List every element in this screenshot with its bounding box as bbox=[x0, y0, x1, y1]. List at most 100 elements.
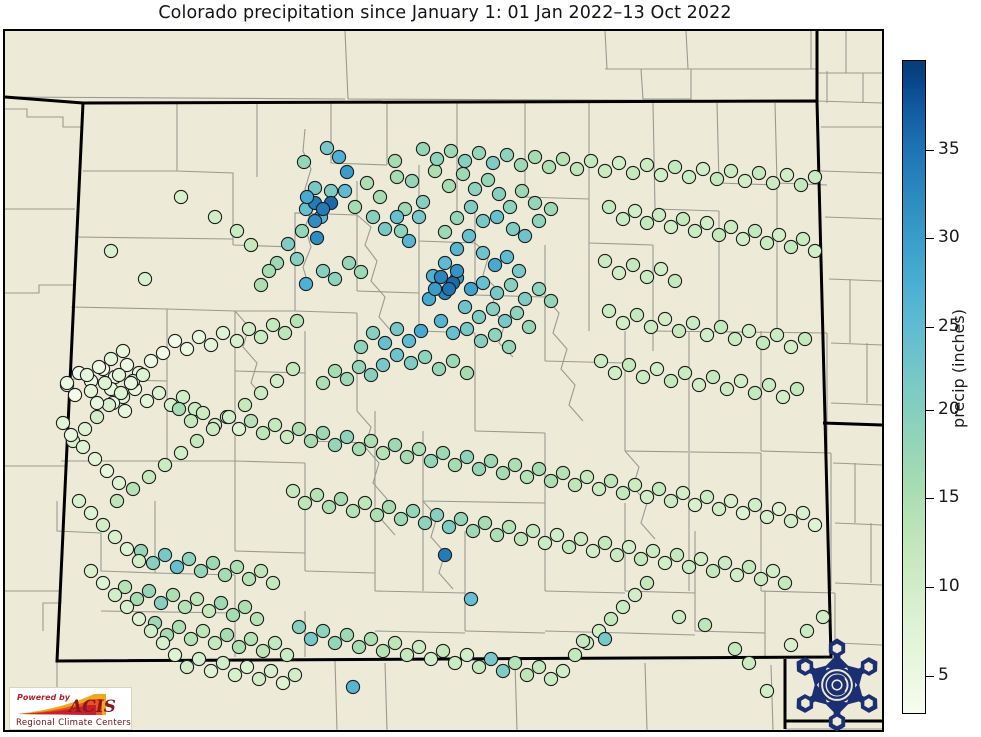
precip-marker bbox=[203, 663, 219, 679]
colorbar-tick-label: 20 bbox=[938, 399, 960, 419]
precip-marker bbox=[241, 321, 257, 337]
precip-marker bbox=[519, 667, 535, 683]
precip-marker bbox=[179, 341, 195, 357]
precip-marker bbox=[483, 651, 499, 667]
precip-marker bbox=[296, 154, 312, 170]
precip-marker bbox=[759, 235, 775, 251]
precip-marker bbox=[477, 515, 493, 531]
precip-marker bbox=[195, 623, 211, 639]
state-borders bbox=[5, 31, 882, 729]
precip-marker bbox=[639, 215, 655, 231]
precip-marker bbox=[639, 489, 655, 505]
precip-marker bbox=[531, 461, 547, 477]
precip-marker bbox=[171, 619, 187, 635]
precip-marker bbox=[429, 507, 445, 523]
precip-marker bbox=[615, 485, 631, 501]
precip-marker bbox=[265, 575, 281, 591]
precip-marker bbox=[467, 181, 483, 197]
precip-marker bbox=[263, 663, 279, 679]
precip-marker bbox=[389, 209, 405, 225]
precip-marker bbox=[227, 667, 243, 683]
precip-marker bbox=[685, 315, 701, 331]
precip-marker bbox=[229, 333, 245, 349]
precip-marker bbox=[663, 373, 679, 389]
precip-marker bbox=[253, 385, 269, 401]
precip-marker bbox=[213, 595, 229, 611]
precip-marker bbox=[697, 617, 713, 633]
precip-marker bbox=[55, 415, 71, 431]
precip-marker bbox=[243, 631, 259, 647]
snowflake-arm bbox=[839, 681, 878, 713]
precip-marker bbox=[427, 163, 443, 179]
precip-marker bbox=[285, 361, 301, 377]
precip-marker bbox=[463, 591, 479, 607]
precip-marker bbox=[377, 335, 393, 351]
precip-marker bbox=[463, 199, 479, 215]
colorbar[interactable]: 35 30 25 20 15 10 5 bbox=[902, 60, 960, 714]
precip-marker bbox=[375, 357, 391, 373]
precip-marker bbox=[445, 325, 461, 341]
precip-marker bbox=[255, 425, 271, 441]
precip-marker bbox=[427, 281, 443, 297]
precip-marker bbox=[189, 591, 205, 607]
precip-marker bbox=[457, 299, 473, 315]
acis-logo[interactable]: Powered by ACIS Regional Climate Centers bbox=[9, 687, 132, 730]
precip-marker bbox=[480, 172, 496, 188]
precip-marker bbox=[353, 264, 369, 280]
precip-marker bbox=[291, 619, 307, 635]
precip-marker bbox=[143, 623, 159, 639]
precip-marker bbox=[625, 257, 641, 273]
precip-marker bbox=[459, 449, 475, 465]
precip-marker bbox=[591, 481, 607, 497]
precip-marker bbox=[435, 643, 451, 659]
figure-title: Colorado precipitation since January 1: … bbox=[158, 3, 732, 23]
precip-marker bbox=[719, 381, 735, 397]
precip-marker bbox=[441, 178, 457, 194]
precip-marker bbox=[447, 457, 463, 473]
precip-marker bbox=[217, 567, 233, 583]
precip-marker bbox=[117, 579, 133, 595]
precip-marker bbox=[671, 323, 687, 339]
precip-marker bbox=[327, 437, 343, 453]
precip-marker bbox=[601, 199, 617, 215]
precip-marker bbox=[513, 157, 529, 173]
precip-marker bbox=[457, 153, 473, 169]
precip-marker bbox=[231, 639, 247, 655]
precip-marker bbox=[261, 263, 277, 279]
precip-marker bbox=[167, 647, 183, 663]
precip-marker bbox=[123, 375, 139, 391]
precip-marker bbox=[443, 143, 459, 159]
precip-marker bbox=[815, 609, 831, 625]
precip-marker bbox=[181, 551, 197, 567]
acis-logo-graphic: Powered by ACIS Regional Climate Centers bbox=[10, 688, 131, 729]
precip-marker bbox=[327, 635, 343, 651]
colorbar-tick-label: 35 bbox=[938, 139, 960, 159]
precip-marker bbox=[583, 153, 599, 169]
precip-marker bbox=[135, 367, 151, 383]
colorbar-tick-mark bbox=[926, 410, 934, 411]
precip-marker bbox=[651, 481, 667, 497]
precip-marker bbox=[747, 223, 763, 239]
colorbar-tick-mark bbox=[926, 498, 934, 499]
precip-marker bbox=[423, 651, 439, 667]
precip-marker bbox=[207, 635, 223, 651]
precip-marker bbox=[111, 367, 127, 383]
precip-marker bbox=[145, 555, 161, 571]
precip-marker bbox=[765, 563, 781, 579]
precip-marker bbox=[521, 319, 537, 335]
precip-marker bbox=[91, 359, 107, 375]
precip-marker bbox=[531, 659, 547, 675]
precip-marker bbox=[639, 269, 655, 285]
precip-marker bbox=[657, 311, 673, 327]
precip-marker bbox=[173, 189, 189, 205]
precip-marker bbox=[215, 325, 231, 341]
precip-marker bbox=[237, 397, 253, 413]
precip-marker bbox=[597, 535, 613, 551]
precip-marker bbox=[401, 333, 417, 349]
precip-marker bbox=[485, 155, 501, 171]
precip-marker bbox=[151, 385, 167, 401]
precip-marker bbox=[389, 347, 405, 363]
precip-marker bbox=[341, 255, 357, 271]
precip-marker bbox=[747, 497, 763, 513]
precip-marker bbox=[255, 643, 271, 659]
